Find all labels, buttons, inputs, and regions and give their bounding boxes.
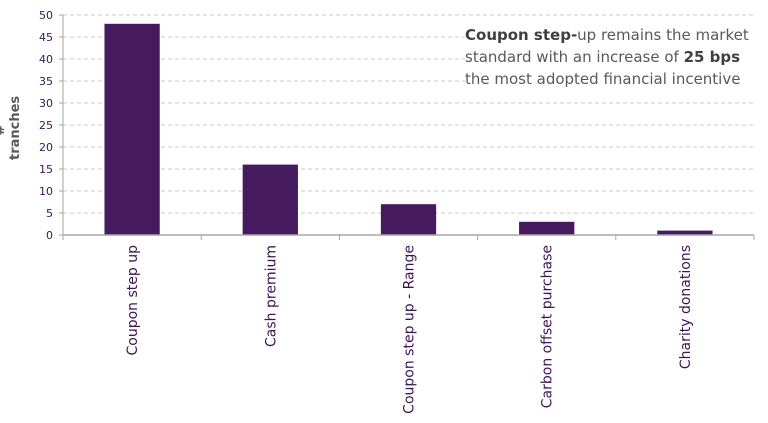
bar bbox=[519, 221, 575, 235]
y-tick-label: 50 bbox=[39, 9, 53, 22]
x-tick-label: Coupon step up - Range bbox=[402, 245, 418, 414]
bar bbox=[657, 230, 713, 235]
x-tick-label: Carbon offset purchase bbox=[540, 245, 556, 408]
y-tick-label: 15 bbox=[39, 163, 53, 176]
y-axis-title: # tranches bbox=[0, 95, 23, 160]
annotation-text-1: up remains the market standard with an i… bbox=[465, 26, 749, 66]
y-tick-label: 20 bbox=[39, 141, 53, 154]
bar bbox=[104, 23, 160, 235]
y-tick-label: 5 bbox=[46, 207, 53, 220]
axes bbox=[62, 15, 755, 240]
annotation-bold-2: 25 bps bbox=[683, 48, 741, 66]
annotation-text: Coupon step-up remains the market standa… bbox=[465, 24, 755, 90]
y-tick-label: 30 bbox=[39, 97, 53, 110]
bars bbox=[104, 23, 713, 235]
y-tick-label: 40 bbox=[39, 53, 53, 66]
y-tick-label: 10 bbox=[39, 185, 53, 198]
y-tick-label: 0 bbox=[46, 229, 53, 242]
x-tick-label: Charity donations bbox=[678, 245, 694, 369]
y-tick-label: 35 bbox=[39, 75, 53, 88]
annotation-text-2: the most adopted financial incentive bbox=[465, 70, 741, 88]
bar bbox=[380, 204, 437, 235]
x-tick-label: Cash premium bbox=[263, 245, 279, 347]
y-axis-ticks: 0 5 10 15 20 25 30 35 40 45 50 bbox=[39, 9, 63, 242]
annotation-bold-1: Coupon step- bbox=[465, 26, 578, 44]
y-tick-label: 45 bbox=[39, 31, 53, 44]
bar bbox=[242, 164, 298, 235]
y-tick-label: 25 bbox=[39, 119, 53, 132]
gridlines bbox=[63, 14, 754, 214]
x-tick-label: Coupon step up bbox=[125, 245, 141, 356]
x-axis-labels: Coupon step up Cash premium Coupon step up… bbox=[125, 245, 694, 414]
